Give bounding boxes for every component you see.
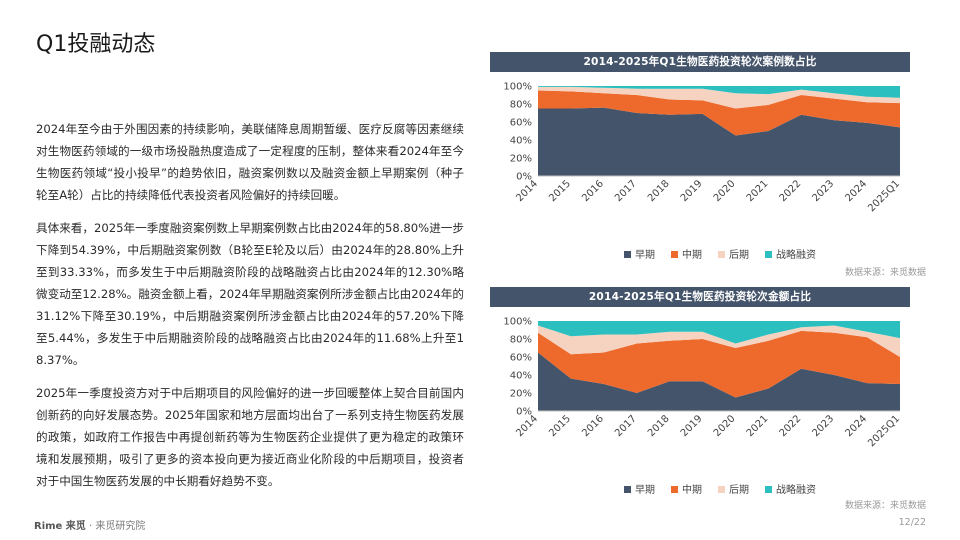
- x-tick-label: 2017: [613, 178, 639, 204]
- legend-label: 早期: [635, 484, 655, 496]
- legend-label: 中期: [682, 483, 702, 496]
- x-tick-label: 2023: [811, 413, 837, 439]
- body-text: 2024年至今由于外围因素的持续影响，美联储降息周期暂缓、医疗反腐等因素继续对生…: [36, 118, 464, 503]
- x-tick-label: 2025Q1: [866, 178, 902, 214]
- x-tick-label: 2015: [547, 413, 573, 439]
- chart-amount: 2014-2025年Q1生物医药投资轮次金额占比 Rime Data 来觅数据0…: [490, 287, 910, 507]
- legend-swatch: [718, 251, 725, 258]
- chart-plot: Rime Data 来觅数据0%20%40%60%80%100%20142015…: [503, 82, 902, 262]
- x-tick-label: 2016: [580, 178, 606, 204]
- paragraph-3: 2025年一季度投资方对于中后期项目的风险偏好的进一步回暖整体上契合目前国内创新…: [36, 386, 464, 488]
- data-source-2: 数据来源：来觅数据: [844, 501, 926, 511]
- footer-separator: ·: [89, 521, 93, 532]
- legend-label: 后期: [729, 484, 749, 496]
- chart-case-count: 2014-2025年Q1生物医药投资轮次案例数占比 Rime Data 来觅数据…: [490, 52, 910, 272]
- legend-swatch: [624, 486, 631, 493]
- x-tick-label: 2016: [580, 413, 606, 439]
- legend-swatch: [765, 486, 772, 493]
- legend-swatch: [718, 486, 725, 493]
- page-number: 12/22: [898, 517, 926, 528]
- paragraph-2: 具体来看，2025年一季度融资案例数上早期案例数占比由2024年的58.80%进…: [36, 221, 464, 367]
- chart-plot: Rime Data 来觅数据0%20%40%60%80%100%20142015…: [503, 317, 902, 497]
- brand-logo: Rime 来觅: [34, 521, 86, 532]
- x-tick-label: 2019: [679, 413, 705, 439]
- x-tick-label: 2015: [547, 178, 573, 204]
- y-tick-label: 40%: [510, 136, 532, 147]
- footer-org: 来觅研究院: [95, 521, 146, 532]
- area-series-3: [538, 325, 900, 357]
- x-tick-label: 2024: [843, 178, 869, 204]
- y-tick-label: 100%: [503, 82, 532, 93]
- x-tick-label: 2024: [843, 413, 869, 439]
- x-tick-label: 2021: [745, 178, 771, 204]
- y-tick-label: 60%: [510, 118, 532, 129]
- footer-brand: Rime 来觅 · 来觅研究院: [34, 517, 145, 532]
- legend-label: 早期: [635, 249, 655, 261]
- chart-title: 2014-2025年Q1生物医药投资轮次案例数占比: [490, 52, 910, 72]
- legend-label: 战略融资: [776, 483, 816, 496]
- y-tick-label: 80%: [510, 335, 532, 346]
- legend-label: 中期: [682, 248, 702, 261]
- area-series-3: [538, 86, 900, 109]
- x-tick-label: 2020: [712, 178, 738, 204]
- legend-label: 战略融资: [776, 248, 816, 261]
- legend-label: 后期: [729, 249, 749, 261]
- x-tick-label: 2023: [811, 178, 837, 204]
- y-tick-label: 20%: [510, 389, 532, 400]
- x-tick-label: 2022: [778, 413, 804, 439]
- paragraph-1: 2024年至今由于外围因素的持续影响，美联储降息周期暂缓、医疗反腐等因素继续对生…: [36, 122, 464, 202]
- area-series-1: [538, 107, 900, 176]
- area-series-1: [538, 352, 900, 411]
- x-tick-label: 2019: [679, 178, 705, 204]
- x-tick-label: 2018: [646, 413, 672, 439]
- x-tick-label: 2020: [712, 413, 738, 439]
- x-tick-label: 2017: [613, 413, 639, 439]
- area-series-2: [538, 330, 900, 398]
- y-tick-label: 0%: [516, 407, 532, 418]
- x-tick-label: 2022: [778, 178, 804, 204]
- data-source-1: 数据来源：来觅数据: [844, 268, 926, 278]
- y-tick-label: 100%: [503, 317, 532, 328]
- area-series-4: [538, 86, 900, 98]
- page-title: Q1投融动态: [36, 32, 156, 57]
- area-series-2: [538, 90, 900, 136]
- chart-title: 2014-2025年Q1生物医药投资轮次金额占比: [490, 287, 910, 307]
- legend-swatch: [624, 251, 631, 258]
- y-tick-label: 20%: [510, 154, 532, 165]
- x-tick-label: 2025Q1: [866, 413, 902, 449]
- y-tick-label: 0%: [516, 172, 532, 183]
- y-tick-label: 60%: [510, 353, 532, 364]
- legend-swatch: [671, 251, 678, 258]
- x-tick-label: 2018: [646, 178, 672, 204]
- legend-swatch: [765, 251, 772, 258]
- y-tick-label: 40%: [510, 371, 532, 382]
- legend-swatch: [671, 486, 678, 493]
- y-tick-label: 80%: [510, 100, 532, 111]
- x-tick-label: 2021: [745, 413, 771, 439]
- area-series-4: [538, 321, 900, 344]
